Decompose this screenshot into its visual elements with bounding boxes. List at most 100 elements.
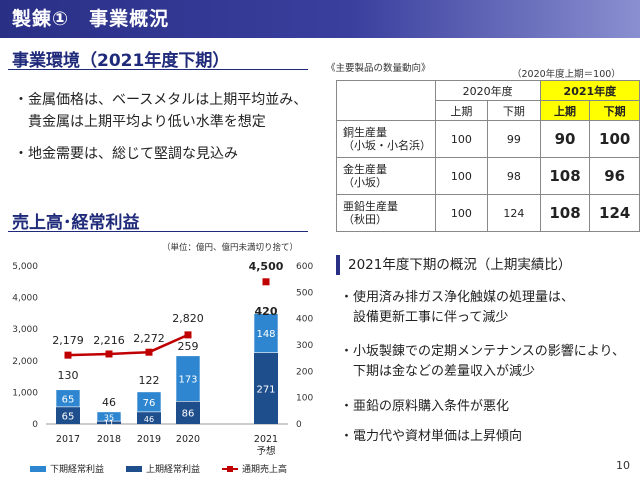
table-row: 亜鉛生産量 （秋田） 100 124 108 124 — [336, 194, 640, 232]
table-row: 2020年度 2021年度 — [336, 80, 640, 121]
bar-upper-label: 148 — [256, 329, 275, 340]
bar-lower-2020 — [176, 401, 200, 424]
sales-title: 売上高･経常利益 — [12, 213, 140, 233]
production-table: 2020年度 2021年度 上期 下期 上期 下期 銅生産量 （小坂・小名浜） 1… — [336, 80, 640, 232]
bar-total-label: 130 — [58, 369, 79, 382]
table-base-note: （2020年度上期＝100） — [512, 69, 621, 80]
sales-value-label: 2,272 — [133, 332, 165, 345]
left-axis-tick: 3,000 — [12, 325, 38, 335]
bar-upper-label: 35 — [104, 413, 114, 422]
header-h1: 上期 — [539, 100, 591, 121]
bar-total-label: 46 — [102, 396, 116, 409]
bar-upper-2018 — [96, 411, 122, 422]
right-axis-tick: 400 — [296, 315, 313, 325]
sales-underline — [8, 231, 308, 232]
bar-upper-label: 65 — [62, 394, 75, 405]
bar-lower-2021 — [254, 352, 278, 424]
table-cell: 124 — [487, 194, 541, 232]
bar-upper-label: 173 — [178, 375, 197, 386]
sales-point-2020 — [184, 331, 192, 339]
legend-swatch — [30, 466, 46, 472]
sales-point-2019 — [145, 348, 153, 356]
legend-label: 下期経常利益 — [50, 463, 104, 474]
right-axis-tick: 300 — [296, 341, 313, 351]
table-row: 上期 下期 上期 下期 — [337, 100, 640, 121]
summary-bullet-4: ・電力代や資材単価は上昇傾向 — [340, 429, 523, 444]
x-axis-category: 2018 — [97, 434, 121, 445]
bar-lower-2017 — [56, 406, 80, 424]
table-cell: 90 — [539, 120, 591, 158]
x-axis-category: 2021 — [254, 434, 278, 445]
left-axis-tick: 0 — [32, 420, 38, 430]
sales-line — [67, 333, 189, 357]
bar-lower-label: 271 — [256, 384, 275, 395]
row-label: 金生産量 （小坂） — [336, 157, 436, 195]
sales-profit-chart: （単位：億円、億円未満切り捨て） 0 1,000 2,000 3,000 4,000 5,… — [12, 242, 313, 474]
bar-lower-2019 — [137, 411, 161, 424]
legend-swatch — [126, 466, 142, 472]
page-title: 製錬① 事業概況 — [0, 0, 640, 38]
sales-point-2021 — [262, 278, 270, 286]
table-row: 銅生産量 （小坂・小名浜） 100 99 90 100 — [336, 120, 640, 158]
bar-upper-2019 — [136, 391, 162, 413]
header-2021: 2021年度 — [539, 80, 640, 101]
bar-upper-2020 — [175, 355, 201, 402]
summary-bullet-2: ・小坂製錬での定期メンテナンスの影響により、 下期は金などの差量収入が減少 — [340, 344, 625, 380]
header-h2: 下期 — [589, 100, 640, 121]
row-label: 亜鉛生産量 （秋田） — [336, 194, 436, 232]
sales-value-label: 4,500 — [249, 260, 284, 273]
chart-unit-note: （単位：億円、億円未満切り捨て） — [162, 242, 298, 253]
left-axis-tick: 5,000 — [12, 262, 38, 272]
left-axis-tick: 2,000 — [12, 357, 38, 367]
environment-bullet-1-cont: 貴金属は上期平均より低い水準を想定 — [14, 114, 266, 130]
table-cell: 99 — [487, 120, 541, 158]
table-row: 金生産量 （小坂） 100 98 108 96 — [336, 157, 640, 195]
bar-lower-label: 46 — [144, 415, 154, 424]
sales-value-label: 2,820 — [172, 312, 204, 325]
right-axis-tick: 0 — [296, 420, 302, 430]
x-axis-category-sub: 予想 — [256, 445, 276, 457]
x-axis-category: 2019 — [137, 434, 161, 445]
page-number: 10 — [616, 459, 630, 472]
right-axis-tick: 500 — [296, 288, 313, 298]
environment-bullet-2: ・地金需要は、総じて堅調な見込み — [14, 146, 238, 162]
sales-point-2017 — [64, 351, 72, 359]
table-caption: 《主要製品の数量動向》 — [326, 63, 431, 74]
bar-total-label: 259 — [178, 340, 199, 353]
header-h2: 下期 — [487, 100, 541, 121]
sales-point-2018 — [105, 350, 113, 358]
environment-title: 事業環境（2021年度下期） — [12, 51, 230, 71]
header-2020: 2020年度 — [434, 80, 541, 101]
environment-underline — [8, 69, 308, 70]
bar-lower-label: 86 — [182, 409, 195, 420]
table-cell: 124 — [589, 194, 640, 232]
bar-lower-2018 — [97, 421, 121, 424]
x-axis-category: 2017 — [56, 434, 80, 445]
table-cell: 100 — [434, 194, 489, 232]
table-cell: 100 — [589, 120, 640, 158]
summary-bullet-3: ・亜鉛の原料購入条件が悪化 — [340, 399, 510, 414]
environment-bullet-1: ・金属価格は、ベースメタルは上期平均並み、 — [14, 92, 308, 108]
table-cell: 100 — [434, 120, 489, 158]
left-axis-tick: 4,000 — [12, 294, 38, 304]
header-h1: 上期 — [434, 100, 489, 121]
sales-value-label: 2,216 — [93, 334, 125, 347]
right-axis-tick: 100 — [296, 394, 313, 404]
legend-swatch-marker — [227, 466, 233, 472]
legend-label: 通期売上高 — [242, 463, 287, 474]
left-axis-tick: 1,000 — [12, 388, 38, 398]
right-axis-tick: 200 — [296, 367, 313, 377]
table-cell: 108 — [539, 157, 591, 195]
x-axis-category: 2020 — [176, 434, 200, 445]
legend-label: 上期経常利益 — [146, 463, 200, 474]
bar-upper-label: 76 — [143, 398, 156, 409]
right-axis-tick: 600 — [296, 262, 313, 272]
table-cell: 98 — [487, 157, 541, 195]
row-label: 銅生産量 （小坂・小名浜） — [336, 120, 436, 158]
table-corner — [336, 80, 436, 121]
table-cell: 96 — [589, 157, 640, 195]
bar-upper-2017 — [55, 389, 81, 408]
bar-total-label: 420 — [255, 305, 278, 318]
table-cell: 108 — [539, 194, 591, 232]
summary-bullet-1: ・使用済み排ガス浄化触媒の処理量は、 設備更新工事に伴って減少 — [340, 290, 575, 326]
